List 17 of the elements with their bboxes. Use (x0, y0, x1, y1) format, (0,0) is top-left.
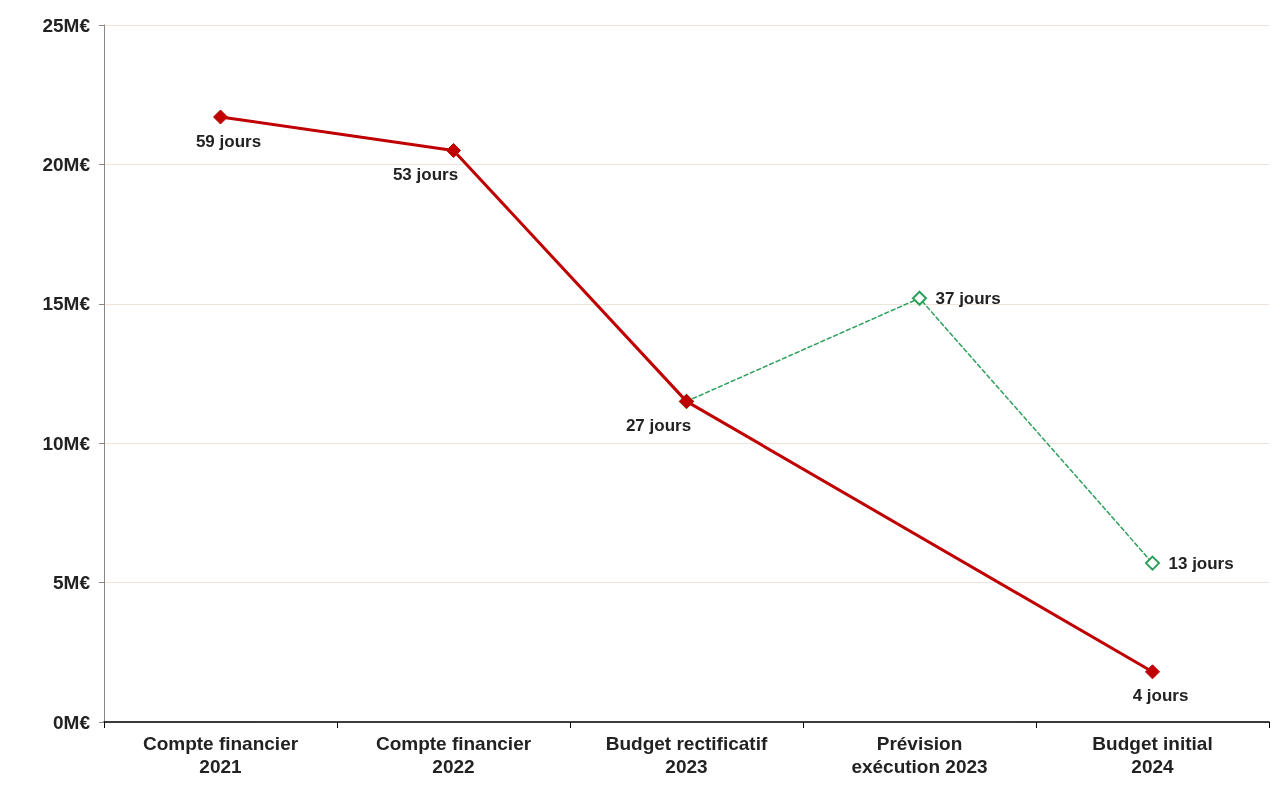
annotation: 59 jours (195, 131, 262, 151)
y-tick-label: 10M€ (42, 432, 91, 454)
x-tick-label: Prévision exécution 2023 (851, 733, 988, 777)
x-tick-label: Compte financier 2022 (375, 733, 532, 777)
y-tick-label: 25M€ (42, 14, 91, 36)
y-tick-label: 15M€ (42, 293, 91, 315)
x-tick-label: Budget rectificatif 2023 (605, 733, 768, 777)
annotation: 37 jours (935, 288, 1001, 308)
y-tick-label: 0M€ (53, 711, 91, 733)
x-tick-label: Compte financier 2021 (142, 733, 299, 777)
annotation: 4 jours (1132, 686, 1189, 706)
annotation: 13 jours (1168, 553, 1234, 573)
y-tick-label: 20M€ (42, 153, 91, 175)
annotation: 53 jours (392, 164, 459, 184)
y-tick-label: 5M€ (53, 572, 91, 594)
x-tick-label: Budget initial 2024 (1092, 733, 1213, 777)
annotation: 27 jours (625, 415, 692, 435)
